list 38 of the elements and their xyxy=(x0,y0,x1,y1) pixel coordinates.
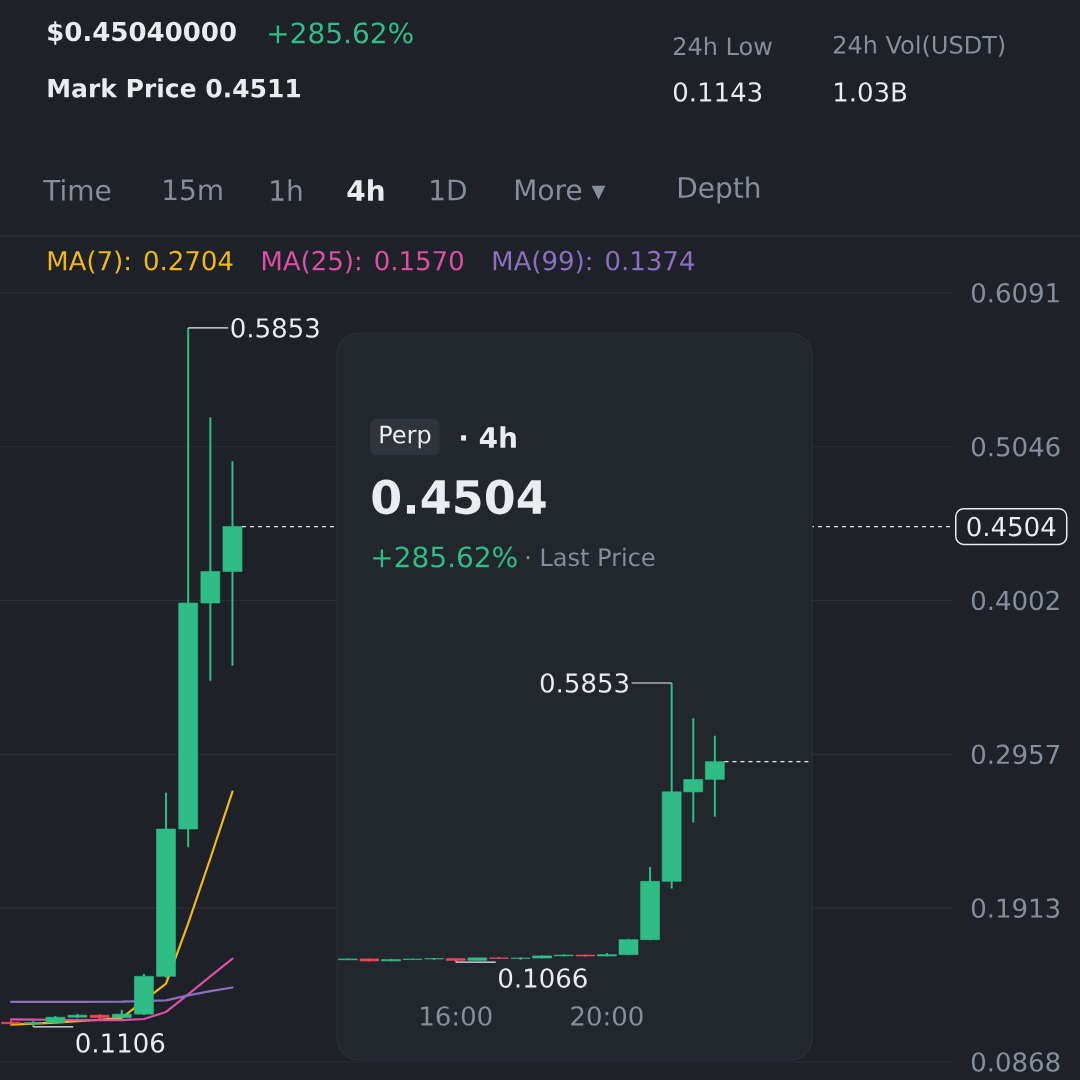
text: MA(7): 0.2704 xyxy=(48,250,233,274)
text: Time xyxy=(43,179,111,201)
text: MA(25): 0.1570 xyxy=(262,250,463,274)
annotation: 0.5853 xyxy=(540,673,628,693)
text: 1.03B xyxy=(835,82,907,102)
annotation: Perp xyxy=(380,425,431,449)
text: Mark Price 0.4511 xyxy=(48,78,301,98)
annotation: · Last Price xyxy=(526,547,655,567)
annotation: 0.1066 xyxy=(499,968,587,988)
y-tick-label: 0.4002 xyxy=(971,590,1059,611)
annotation: +285.62% xyxy=(373,546,517,568)
annotation: 0.1106 xyxy=(76,1033,165,1053)
y-tick-label: 0.0868 xyxy=(971,1052,1060,1072)
text: 1h xyxy=(271,179,302,201)
candlestick xyxy=(200,416,221,682)
y-tick-label: 0.2957 xyxy=(971,744,1059,765)
y-tick-label: 0.6091 xyxy=(971,283,1059,303)
text: 0.4504 xyxy=(967,516,1056,537)
text: 4h xyxy=(347,179,384,201)
text: More ▾ xyxy=(515,179,606,201)
y-tick-label: 0.5046 xyxy=(971,436,1060,457)
annotation: 0.4504 xyxy=(372,479,546,515)
line-series xyxy=(9,957,234,1022)
text: 24h Low xyxy=(673,36,772,56)
x-tick-label: 20:00 xyxy=(571,1006,643,1026)
x-tick-label: 16:00 xyxy=(421,1006,492,1026)
text: 24h Vol(USDT) xyxy=(833,35,1005,57)
annotation: 0.5853 xyxy=(231,318,319,338)
text: 0.1143 xyxy=(673,82,762,102)
y-tick-label: 0.1913 xyxy=(971,898,1060,918)
text: 1D xyxy=(431,179,466,201)
chart-title: $0.45040000 xyxy=(48,21,236,45)
text: +285.62% xyxy=(269,22,413,44)
text: 15m xyxy=(164,179,222,201)
text: MA(99): 0.1374 xyxy=(493,250,694,274)
candlestick xyxy=(705,734,725,818)
annotation: · 4h xyxy=(461,426,516,448)
text: Depth xyxy=(678,176,760,204)
